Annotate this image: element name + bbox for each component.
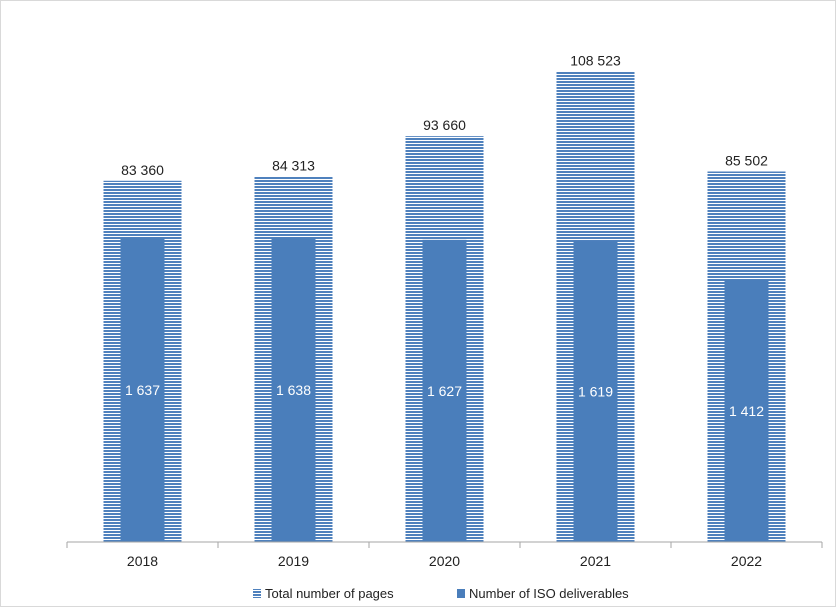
total-pages-series — [103, 71, 786, 543]
data-label-total-pages-2021: 108 523 — [570, 53, 621, 69]
data-label-iso-deliverables-2019: 1 638 — [276, 382, 311, 398]
bar-iso-deliverables-2019 — [271, 237, 316, 543]
legend-label-iso-deliverables: Number of ISO deliverables — [469, 586, 629, 601]
data-label-iso-deliverables-2022: 1 412 — [729, 403, 764, 419]
data-label-iso-deliverables-2020: 1 627 — [427, 383, 462, 399]
x-tick-label-2019: 2019 — [278, 553, 309, 569]
bar-iso-deliverables-2021 — [573, 241, 618, 543]
data-label-iso-deliverables-2021: 1 619 — [578, 384, 613, 400]
x-tick-label-2020: 2020 — [429, 553, 460, 569]
bar-iso-deliverables-2022 — [724, 279, 769, 542]
legend-swatch-total-pages — [253, 589, 261, 598]
data-label-total-pages-2018: 83 360 — [121, 162, 164, 178]
data-labels: 83 360 1 637 84 313 1 638 93 660 1 627 108 523… — [121, 53, 768, 419]
bar-iso-deliverables-2018 — [120, 237, 165, 542]
x-tick-label-2018: 2018 — [127, 553, 158, 569]
iso-deliverables-series — [120, 237, 769, 543]
x-tick-label-2021: 2021 — [580, 553, 611, 569]
data-label-total-pages-2019: 84 313 — [272, 158, 315, 174]
x-axis-tick-labels: 2018 2019 2020 2021 2022 — [127, 553, 762, 569]
data-label-total-pages-2022: 85 502 — [725, 152, 768, 168]
legend-label-total-pages: Total number of pages — [265, 586, 394, 601]
data-label-iso-deliverables-2018: 1 637 — [125, 382, 160, 398]
data-label-total-pages-2020: 93 660 — [423, 117, 466, 133]
bar-iso-deliverables-2020 — [422, 239, 467, 543]
x-tick-label-2022: 2022 — [731, 553, 762, 569]
legend: Total number of pages Number of ISO deliv… — [253, 586, 629, 601]
legend-swatch-iso-deliverables — [457, 589, 465, 598]
x-axis-ticks — [66, 542, 823, 548]
